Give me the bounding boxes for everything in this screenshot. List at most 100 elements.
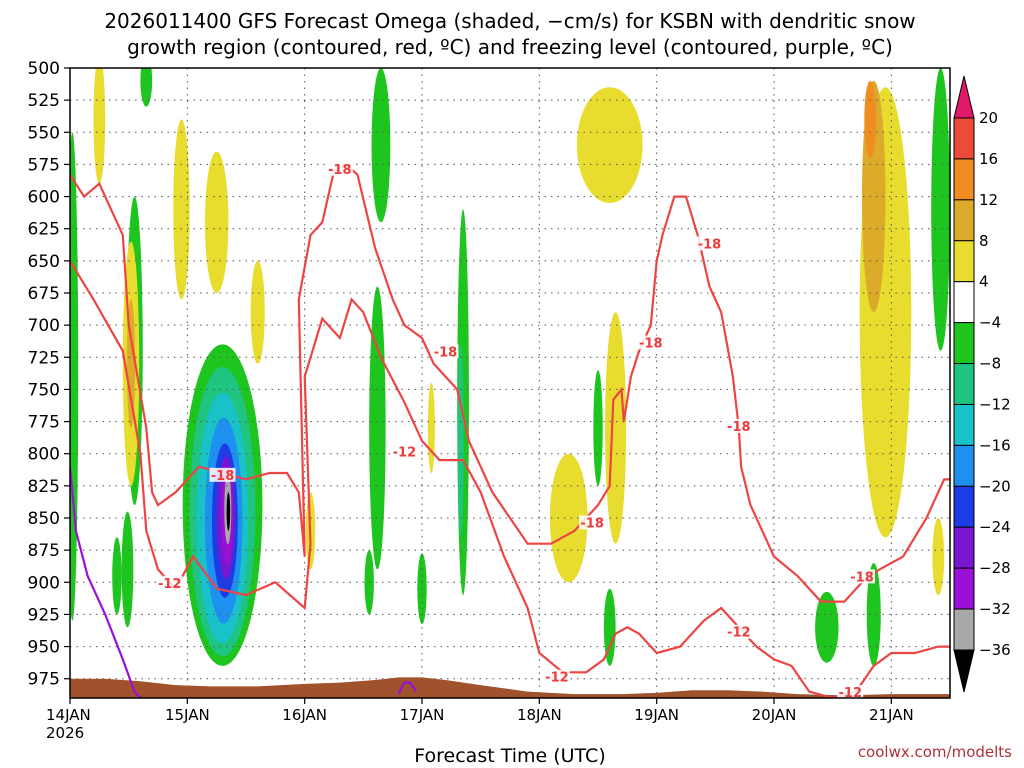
y-tick-label: 625: [28, 220, 60, 240]
x-tick-label: 17JAN: [400, 706, 445, 724]
omega-region: [593, 370, 603, 486]
contour-label-bg: [849, 569, 875, 584]
contour-label-text: -18: [434, 345, 458, 360]
contour-label-bg: [837, 685, 864, 700]
colorbar-bin: [953, 281, 975, 324]
colorbar-bin: [953, 199, 975, 242]
contour-label-bg: [432, 344, 459, 359]
contour-label-text: -18: [580, 516, 604, 531]
y-tick-label: 975: [28, 670, 60, 690]
colorbar-label: −4: [979, 314, 1001, 332]
contour-label-text: -18: [639, 336, 663, 351]
colorbar-bin: [953, 608, 975, 651]
colorbar-bin: [953, 403, 975, 446]
y-tick-label: 825: [28, 477, 60, 497]
freezing-level: [70, 466, 418, 698]
colorbar-label: 16: [979, 150, 998, 168]
contour-label: -18: [326, 161, 353, 178]
omega-shading: [70, 68, 950, 666]
contour-label: -18: [849, 569, 875, 585]
y-tick-label: 500: [28, 59, 60, 79]
plot-frame: [69, 67, 951, 699]
omega-region: [371, 68, 391, 223]
colorbar-bin: [953, 485, 975, 528]
x-tick-label: 18JAN: [517, 706, 562, 724]
colorbar-label: −8: [979, 355, 1001, 373]
omega-region: [204, 151, 229, 293]
omega-region: [226, 492, 231, 531]
contour-label: -18: [209, 467, 236, 484]
y-tick-label: 600: [28, 188, 60, 208]
contour-label-bg: [725, 419, 752, 433]
contour-label-bg: [696, 236, 723, 251]
contour-label-bg: [209, 467, 236, 482]
contour-label-text: -18: [698, 237, 722, 252]
colorbar-bin: [953, 567, 975, 610]
omega-region: [931, 68, 950, 351]
colorbar-bin: [953, 158, 975, 201]
colorbar-bin: [953, 444, 975, 487]
y-tick-label: 575: [28, 155, 60, 175]
colorbar-label: −32: [979, 600, 1011, 618]
contour-label: -12: [391, 444, 418, 461]
contour-label: -18: [579, 515, 606, 531]
omega-region: [93, 68, 106, 184]
contour-label-bg: [543, 669, 570, 684]
omega-region: [173, 119, 190, 300]
colorbar-bin: [953, 240, 975, 283]
credit-text: coolwx.com/modelts: [858, 743, 1012, 761]
contour-label: -12: [725, 624, 752, 641]
contour-label-bg: [391, 444, 418, 459]
contour-label-bg: [579, 515, 606, 530]
colorbar-label: −36: [979, 641, 1011, 659]
title-line-2: growth region (contoured, red, ºC) and f…: [127, 35, 893, 59]
contour-label-bg: [725, 624, 752, 639]
omega-region: [866, 563, 881, 666]
contour-label-text: -12: [393, 446, 417, 461]
x-tick-label: 21JAN: [869, 706, 914, 724]
omega-region: [369, 286, 386, 570]
colorbar-label: −16: [979, 436, 1011, 454]
y-tick-label: 900: [28, 573, 60, 593]
colorbar-bottom-arrow: [953, 649, 975, 693]
y-tick-label: 650: [28, 252, 60, 272]
contour-label: -12: [543, 669, 570, 686]
omega-region: [605, 312, 627, 544]
omega-region: [112, 537, 122, 615]
freezing-level-line: [397, 681, 418, 695]
colorbar-bin: [953, 322, 975, 365]
omega-region: [932, 518, 945, 596]
y-tick-label: 700: [28, 316, 60, 336]
colorbar: 20 16 12 8 4 −4 −8 −12 −16 −20 −24 −28 −32 −36: [953, 75, 1011, 693]
contour-label-bg: [637, 335, 664, 350]
colorbar-label: 8: [979, 232, 989, 250]
y-tick-label: 550: [28, 123, 60, 143]
colorbar-label: −20: [979, 477, 1011, 495]
contour-label-bg: [326, 161, 353, 176]
chart-title: 2026011400 GFS Forecast Omega (shaded, −…: [104, 9, 915, 59]
title-line-1: 2026011400 GFS Forecast Omega (shaded, −…: [104, 9, 915, 33]
colorbar-bin: [953, 526, 975, 569]
terrain-fill: [70, 677, 950, 698]
x-tick-label: 15JAN: [165, 706, 210, 724]
dgz-contour-line: [70, 260, 950, 698]
omega-region: [815, 591, 839, 663]
contour-label: -18: [432, 344, 459, 360]
omega-region: [603, 588, 616, 666]
colorbar-label: 4: [979, 273, 989, 291]
y-tick-label: 950: [28, 638, 60, 658]
omega-region: [250, 260, 265, 364]
contour-label: -12: [156, 575, 183, 592]
contour-label-text: -18: [211, 469, 235, 484]
colorbar-label: −28: [979, 559, 1011, 577]
contour-label-bg: [156, 575, 183, 590]
omega-region: [457, 344, 464, 538]
contour-label-text: -18: [850, 570, 874, 585]
contour-label: -18: [637, 335, 664, 351]
x-tick-label: 14JAN: [46, 706, 91, 724]
freezing-level-line: [70, 466, 142, 698]
colorbar-label: 12: [979, 191, 998, 209]
contour-label-text: -18: [328, 163, 352, 178]
colorbar-label: −12: [979, 395, 1011, 413]
